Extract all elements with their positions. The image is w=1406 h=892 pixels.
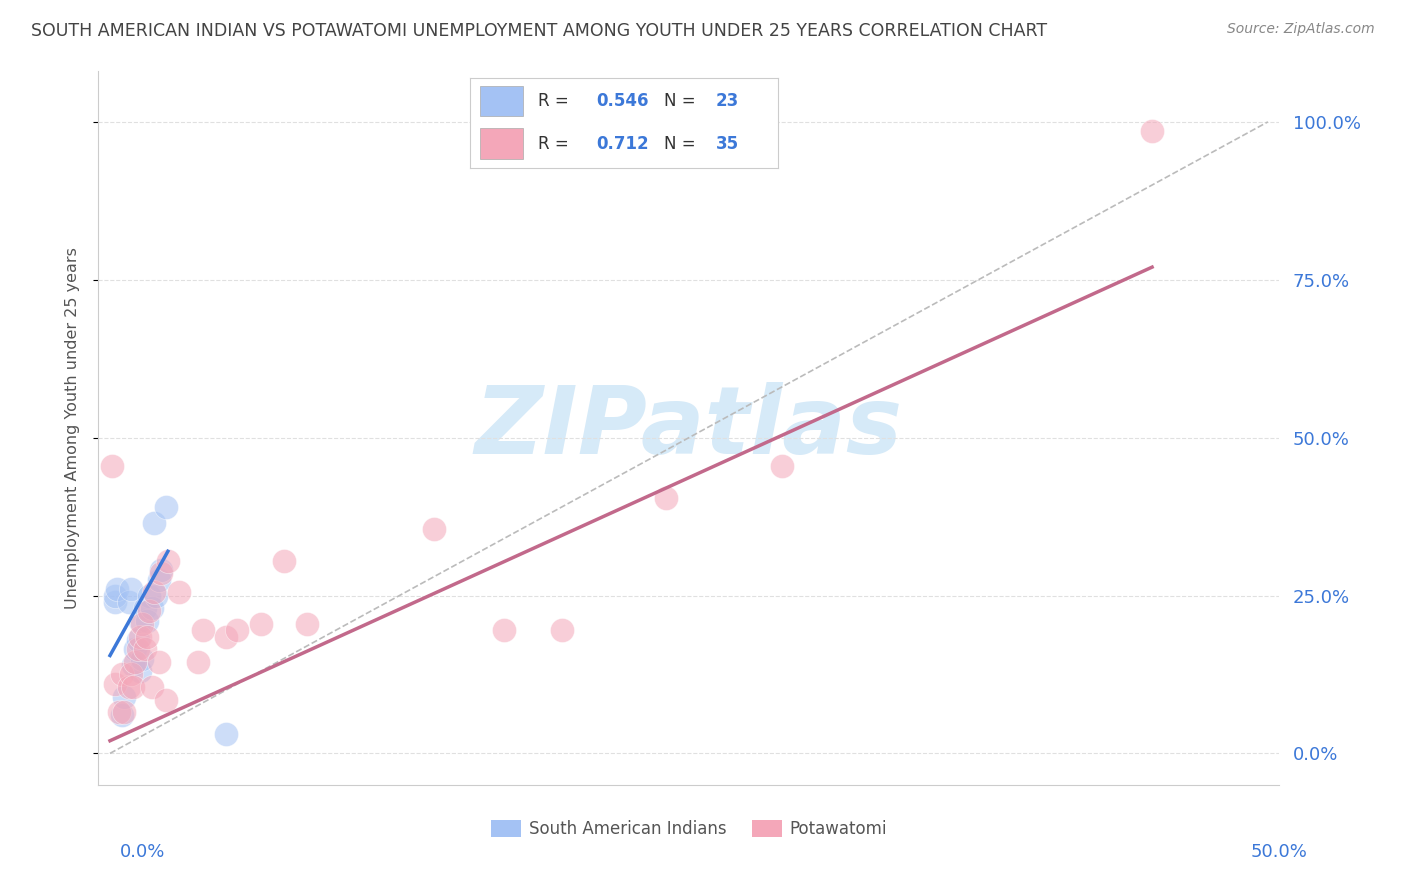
Point xyxy=(550,624,572,638)
Point xyxy=(191,624,214,638)
Point xyxy=(145,589,167,603)
Point xyxy=(226,624,249,638)
Point xyxy=(149,566,172,581)
Point xyxy=(127,632,149,647)
Text: ZIPatlas: ZIPatlas xyxy=(475,382,903,475)
Point xyxy=(215,727,238,741)
Point xyxy=(117,680,139,694)
Point xyxy=(136,614,159,628)
Point xyxy=(149,563,172,577)
Y-axis label: Unemployment Among Youth under 25 years: Unemployment Among Youth under 25 years xyxy=(65,247,80,609)
Point xyxy=(110,708,132,723)
Point xyxy=(101,458,124,473)
Point xyxy=(169,585,191,599)
Point xyxy=(155,500,177,514)
Point xyxy=(112,706,135,720)
Point xyxy=(120,667,142,681)
Point xyxy=(423,522,446,536)
Point xyxy=(122,680,145,694)
Point xyxy=(131,651,153,665)
Point xyxy=(156,554,179,568)
Text: 0.0%: 0.0% xyxy=(120,843,165,861)
Text: Source: ZipAtlas.com: Source: ZipAtlas.com xyxy=(1227,22,1375,37)
Point xyxy=(131,616,153,631)
Point xyxy=(104,589,127,603)
Point xyxy=(105,582,128,597)
Point xyxy=(104,677,127,691)
Point xyxy=(143,585,166,599)
Point xyxy=(148,573,170,587)
Point xyxy=(134,601,156,615)
Point xyxy=(110,667,132,681)
Point xyxy=(120,582,142,597)
Point xyxy=(134,642,156,657)
Point xyxy=(148,655,170,669)
Point xyxy=(127,642,149,657)
Point xyxy=(295,616,318,631)
Point xyxy=(122,657,145,672)
Point xyxy=(249,616,271,631)
Text: 50.0%: 50.0% xyxy=(1251,843,1308,861)
Point xyxy=(136,630,159,644)
Point xyxy=(187,655,209,669)
Point xyxy=(655,491,678,505)
Point xyxy=(215,630,238,644)
Text: SOUTH AMERICAN INDIAN VS POTAWATOMI UNEMPLOYMENT AMONG YOUTH UNDER 25 YEARS CORR: SOUTH AMERICAN INDIAN VS POTAWATOMI UNEM… xyxy=(31,22,1047,40)
Point xyxy=(129,614,152,628)
Point xyxy=(129,630,152,644)
Point xyxy=(1140,124,1163,138)
Point xyxy=(104,595,127,609)
Point xyxy=(155,692,177,706)
Point xyxy=(273,554,295,568)
Point xyxy=(129,665,152,679)
Point xyxy=(143,516,166,530)
Point xyxy=(141,601,163,615)
Point xyxy=(124,655,146,669)
Point xyxy=(108,706,131,720)
Point xyxy=(124,642,146,657)
Point xyxy=(138,589,160,603)
Point xyxy=(492,624,515,638)
Point xyxy=(112,690,135,704)
Point xyxy=(117,595,139,609)
Point xyxy=(770,458,793,473)
Point xyxy=(141,680,163,694)
Legend: South American Indians, Potawatomi: South American Indians, Potawatomi xyxy=(484,813,894,845)
Point xyxy=(138,604,160,618)
